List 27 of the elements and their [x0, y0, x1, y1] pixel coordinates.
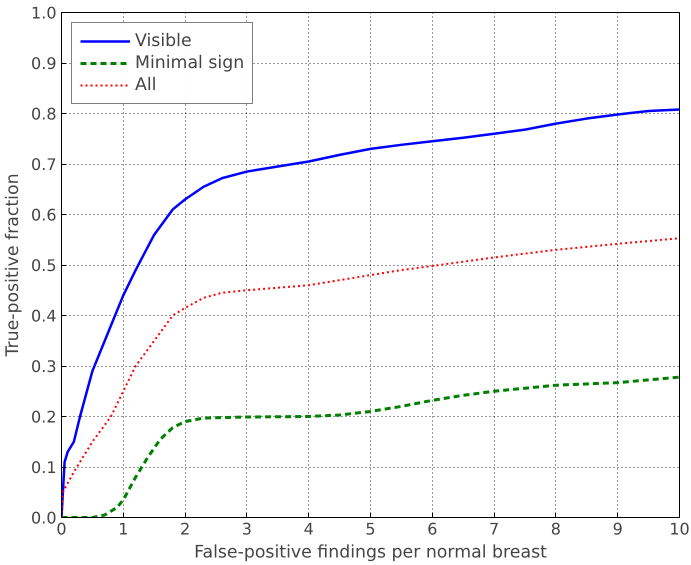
y-tick-label: 0.2 [31, 408, 57, 426]
x-tick-label: 10 [669, 520, 690, 538]
x-tick-label: 3 [242, 520, 252, 538]
legend-label: All [135, 75, 156, 95]
y-tick-label: 0.0 [31, 508, 57, 528]
y-tick-label: 0.7 [31, 155, 57, 174]
legend-label: Minimal sign [135, 53, 244, 73]
x-tick-label: 8 [550, 520, 561, 538]
y-tick-label: 0.3 [31, 357, 57, 376]
y-tick-label: 0.8 [31, 104, 57, 124]
y-tick-label: 0.5 [31, 256, 57, 275]
y-tick-label: 0.6 [31, 206, 57, 224]
x-tick-label: 1 [118, 520, 128, 538]
y-tick-label: 0.1 [31, 458, 57, 477]
x-tick-label: 4 [304, 520, 314, 538]
x-tick-label: 0 [56, 520, 67, 538]
x-tick-label: 5 [365, 520, 376, 538]
x-tick-label: 2 [180, 520, 190, 538]
y-tick-label: 0.4 [31, 306, 57, 326]
y-tick-label: 0.9 [31, 54, 57, 73]
x-tick-label: 7 [489, 520, 500, 538]
y-axis-title: True-positive fraction [3, 173, 24, 358]
x-tick-label: 6 [427, 520, 438, 538]
x-tick-label: 9 [612, 520, 623, 538]
y-tick-label: 1.0 [31, 4, 57, 22]
legend-label: Visible [135, 31, 192, 51]
x-axis-title: False-positive findings per normal breast [194, 542, 548, 562]
